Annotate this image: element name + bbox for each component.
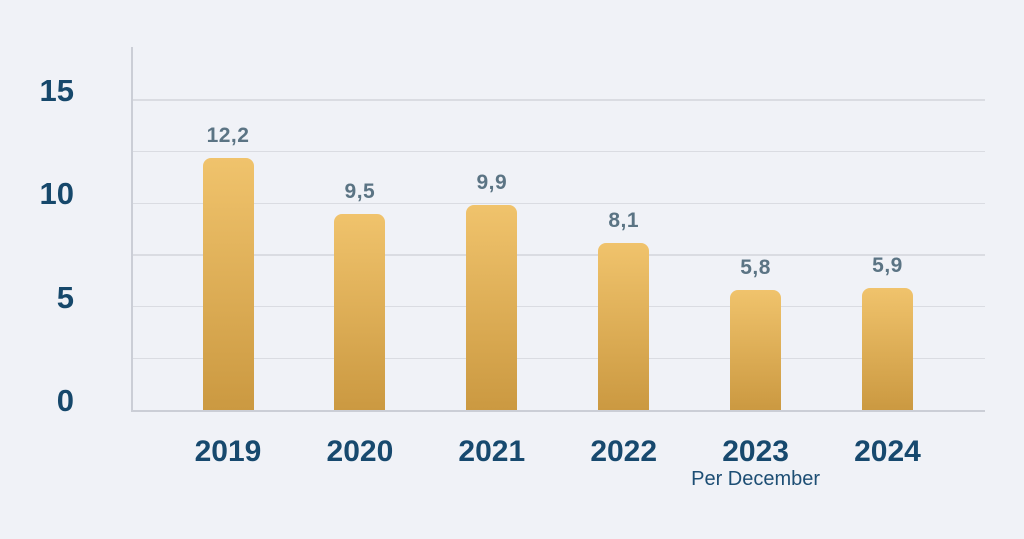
bar-2020 <box>334 213 386 410</box>
y-axis-line <box>131 47 133 412</box>
bar-2019 <box>202 157 254 410</box>
bar-value-label: 5,8 <box>740 256 771 280</box>
x-tick-label-2022: 2022 <box>590 435 658 468</box>
x-tick-label-2023: 2023 <box>722 435 789 468</box>
gridline <box>132 305 985 308</box>
x-axis-note: Per December <box>691 468 821 490</box>
y-tick-label: 10 <box>39 176 74 212</box>
gridline <box>132 254 985 256</box>
gridline <box>132 150 985 153</box>
bar-value-label: 5,9 <box>872 254 903 278</box>
x-axis-line <box>131 410 985 412</box>
y-tick-label: 5 <box>56 279 74 315</box>
bar-value-label: 9,5 <box>344 179 376 203</box>
bar-value-label: 9,9 <box>476 171 508 195</box>
bar-2021 <box>466 205 518 410</box>
y-tick-label: 0 <box>56 383 74 418</box>
x-tick-label-2021: 2021 <box>458 435 526 468</box>
x-tick-label-2019: 2019 <box>194 435 262 468</box>
gridline <box>132 357 985 360</box>
y-tick-label: 15 <box>39 73 74 108</box>
x-tick-label-2024: 2024 <box>854 435 921 468</box>
bar-value-label: 8,1 <box>608 208 640 232</box>
gridline <box>132 202 985 205</box>
bar-2024 <box>862 288 913 410</box>
bar-2022 <box>598 242 650 410</box>
x-tick-label-2020: 2020 <box>326 435 394 468</box>
bar-2023 <box>730 290 782 410</box>
gridline <box>132 99 985 101</box>
bar-value-label: 12,2 <box>206 123 250 147</box>
